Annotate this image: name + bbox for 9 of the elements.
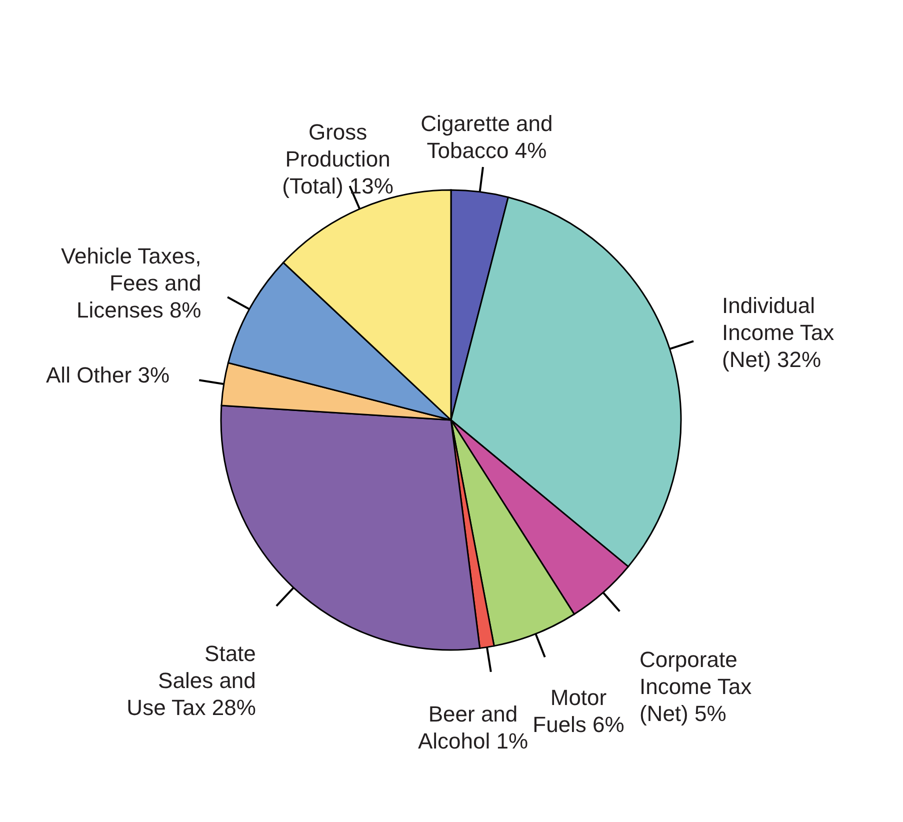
slice-label: Beer and Alcohol 1% xyxy=(418,701,528,754)
slice-label: Vehicle Taxes, Fees and Licenses 8% xyxy=(61,244,202,323)
slice-label: Gross Production (Total) 13% xyxy=(282,119,394,198)
slice-label: State Sales and Use Tax 28% xyxy=(126,640,256,720)
slice-label: Cigarette and Tobacco 4% xyxy=(420,111,553,164)
slice-label: Individual Income Tax (Net) 32% xyxy=(722,292,834,372)
legend-label: All Other 3% xyxy=(46,362,170,388)
slice-label: Motor Fuels 6% xyxy=(532,684,624,737)
slice-label: Corporate Income Tax (Net) 5% xyxy=(639,646,752,726)
